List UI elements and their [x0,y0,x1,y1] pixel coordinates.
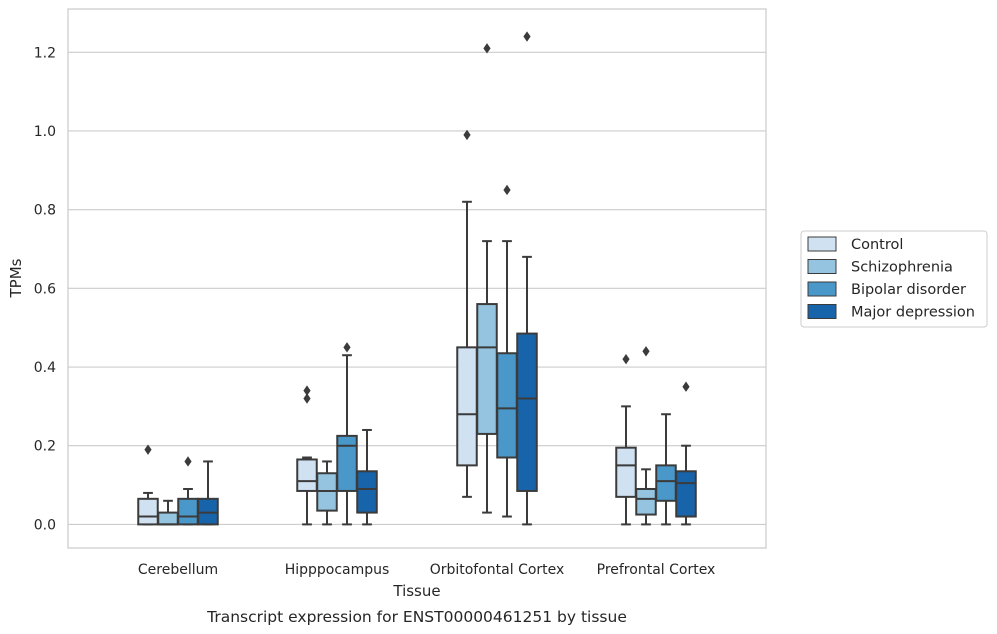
legend: Control Schizophrenia Bipolar disorder Majo… [800,230,988,328]
series-control [137,129,637,526]
box-iqr [476,303,498,435]
legend-label: Bipolar disorder [851,282,966,298]
box [336,342,358,526]
legend-label: Control [851,237,903,253]
box-iqr [177,497,199,526]
y-tick-label: 0.2 [34,439,56,455]
legend-label: Schizophrenia [851,260,953,276]
box [296,385,318,526]
x-tick-label: Hipppocampus [285,562,390,578]
box [456,129,478,498]
box-iqr [516,332,538,492]
legend-swatch [807,236,837,252]
x-tick-label: Cerebellum [138,562,218,578]
chart-caption: Transcript expression for ENST0000046125… [206,608,627,626]
box [197,460,219,526]
box-iqr [456,346,478,467]
outlier-point [622,353,630,365]
legend-label: Major depression [851,305,975,321]
box [356,428,378,526]
outlier-point [523,31,531,42]
outlier-point [463,129,471,141]
plot-frame [67,8,767,549]
series-major-depression [197,31,697,526]
outlier-point [184,456,192,467]
box [516,31,538,526]
box [635,346,657,526]
box-iqr [296,458,318,492]
series-schizophrenia [157,43,657,526]
legend-item: Major depression [807,304,975,321]
legend-item: Bipolar disorder [807,281,966,298]
x-axis-title: Tissue [392,582,440,600]
legend-frame [800,230,988,328]
outlier-point [682,381,690,392]
legend-item: Schizophrenia [807,259,953,276]
outlier-point [303,393,311,404]
legend-swatch [807,259,837,274]
y-tick-label: 1.2 [34,45,56,61]
y-tick-labels: 0.0 0.2 0.4 0.6 0.8 1.0 1.2 [34,45,56,533]
box-iqr [675,470,697,518]
box-iqr [336,434,358,492]
box [675,381,697,526]
box [157,499,179,526]
box-iqr [157,511,179,526]
outlier-point [483,43,491,54]
outlier-point [642,346,650,357]
outlier-point [303,385,311,396]
box [655,413,677,526]
y-tick-label: 0.8 [34,203,56,219]
box-iqr [137,497,159,526]
x-tick-label: Prefrontal Cortex [597,562,716,578]
outlier-point [144,444,152,455]
box-iqr [615,446,637,498]
box-iqr [496,352,518,459]
outlier-point [343,342,351,353]
box-series [137,31,697,526]
x-tick-label: Orbitofontal Cortex [430,562,565,578]
x-tick-labels: Cerebellum Hipppocampus Orbitofontal Corte… [138,562,715,578]
box-iqr [635,487,657,516]
box-iqr [356,470,378,514]
series-bipolar-disorder [177,184,677,526]
legend-swatch [807,281,837,297]
box [476,43,498,514]
box [615,353,637,526]
y-tick-label: 0.0 [34,517,56,533]
legend-swatch [807,304,837,319]
box [137,444,159,526]
legend-item: Control [807,236,903,253]
plot-area [68,9,766,548]
outlier-point [503,184,511,196]
box [496,184,518,518]
y-axis-title: TPMs [7,258,25,298]
y-tick-label: 0.4 [34,360,56,376]
y-tick-label: 1.0 [34,124,56,140]
y-tick-label: 0.6 [34,281,56,297]
box-iqr [655,464,677,502]
